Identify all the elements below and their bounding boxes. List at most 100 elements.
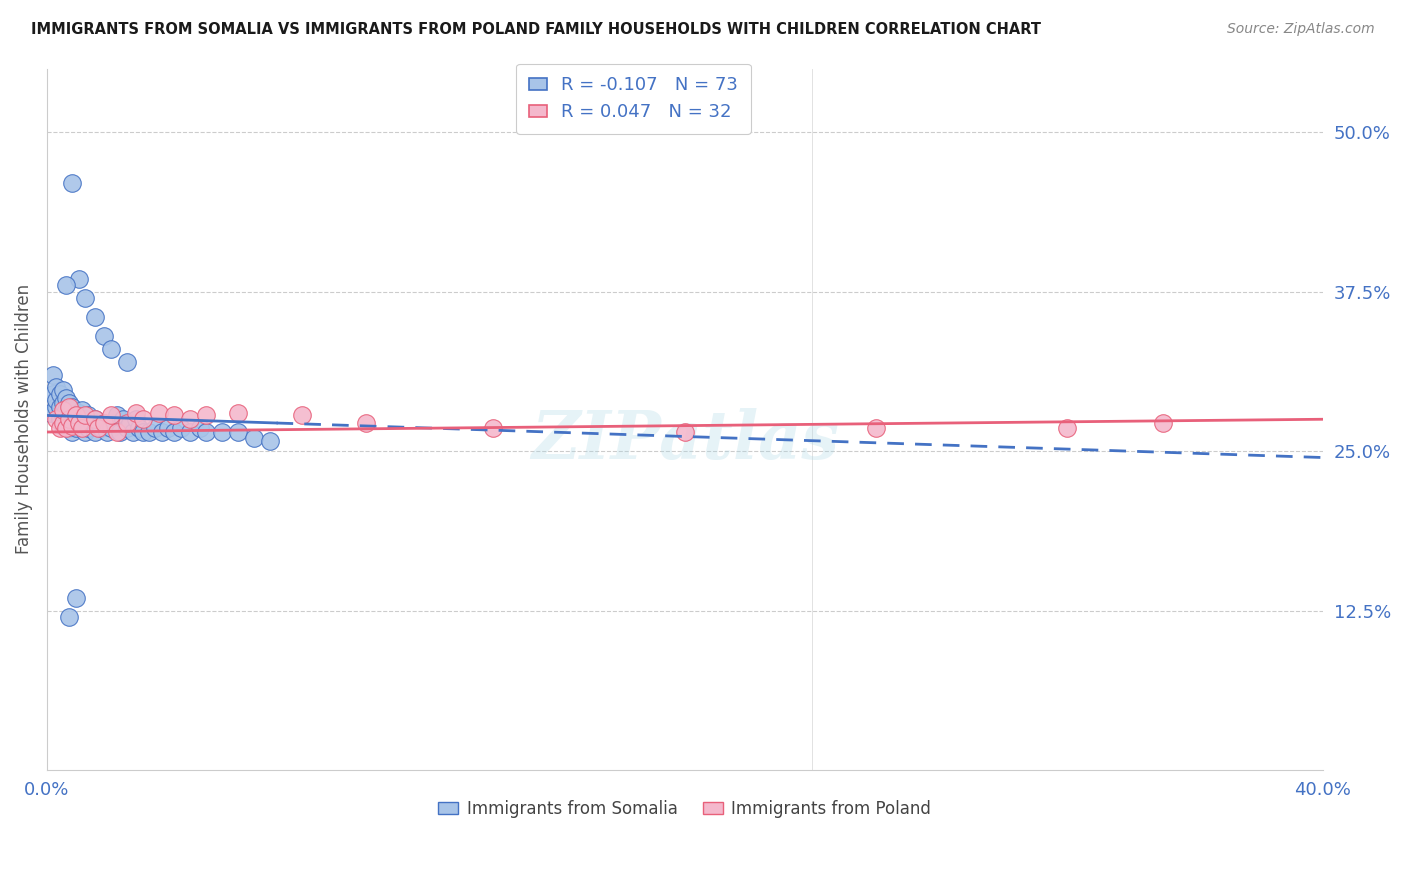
Point bbox=[83, 412, 105, 426]
Point bbox=[865, 421, 887, 435]
Point bbox=[75, 291, 97, 305]
Text: ZIPatlas: ZIPatlas bbox=[530, 408, 838, 473]
Point bbox=[93, 329, 115, 343]
Point bbox=[65, 409, 87, 423]
Point bbox=[75, 412, 97, 426]
Point bbox=[179, 425, 201, 439]
Point bbox=[673, 425, 696, 439]
Point bbox=[170, 421, 193, 435]
Point bbox=[58, 395, 80, 409]
Point bbox=[67, 272, 90, 286]
Point bbox=[45, 380, 67, 394]
Point bbox=[55, 391, 77, 405]
Point bbox=[48, 386, 70, 401]
Point bbox=[67, 416, 90, 430]
Point bbox=[226, 425, 249, 439]
Y-axis label: Family Households with Children: Family Households with Children bbox=[15, 285, 32, 554]
Point bbox=[52, 395, 75, 409]
Text: Source: ZipAtlas.com: Source: ZipAtlas.com bbox=[1227, 22, 1375, 37]
Point bbox=[77, 421, 100, 435]
Point bbox=[55, 416, 77, 430]
Point bbox=[195, 425, 218, 439]
Point bbox=[110, 425, 132, 439]
Point bbox=[188, 421, 211, 435]
Point bbox=[105, 409, 128, 423]
Point bbox=[105, 425, 128, 439]
Point bbox=[42, 386, 65, 401]
Point bbox=[118, 416, 141, 430]
Point bbox=[70, 421, 93, 435]
Point bbox=[138, 425, 160, 439]
Point bbox=[125, 412, 148, 426]
Point bbox=[75, 425, 97, 439]
Point bbox=[163, 425, 186, 439]
Point bbox=[354, 416, 377, 430]
Point bbox=[100, 409, 122, 423]
Point bbox=[55, 421, 77, 435]
Point bbox=[115, 355, 138, 369]
Point bbox=[52, 418, 75, 433]
Point bbox=[195, 409, 218, 423]
Point bbox=[48, 421, 70, 435]
Point bbox=[93, 416, 115, 430]
Point bbox=[52, 409, 75, 423]
Point bbox=[122, 425, 145, 439]
Point bbox=[100, 342, 122, 356]
Point bbox=[157, 421, 180, 435]
Point bbox=[150, 425, 173, 439]
Point bbox=[143, 421, 166, 435]
Point bbox=[65, 591, 87, 605]
Point bbox=[115, 416, 138, 430]
Point bbox=[52, 383, 75, 397]
Point bbox=[1056, 421, 1078, 435]
Point bbox=[60, 418, 83, 433]
Point bbox=[60, 400, 83, 414]
Point bbox=[65, 409, 87, 423]
Point bbox=[243, 431, 266, 445]
Point bbox=[58, 421, 80, 435]
Point bbox=[48, 412, 70, 426]
Point bbox=[60, 177, 83, 191]
Point bbox=[83, 425, 105, 439]
Legend: Immigrants from Somalia, Immigrants from Poland: Immigrants from Somalia, Immigrants from… bbox=[432, 794, 938, 825]
Point bbox=[103, 416, 125, 430]
Point bbox=[112, 412, 135, 426]
Point bbox=[65, 421, 87, 435]
Point bbox=[83, 310, 105, 325]
Point bbox=[55, 403, 77, 417]
Point bbox=[45, 400, 67, 414]
Point bbox=[45, 393, 67, 408]
Point bbox=[179, 412, 201, 426]
Point bbox=[52, 403, 75, 417]
Point bbox=[226, 406, 249, 420]
Point bbox=[211, 425, 233, 439]
Point bbox=[58, 610, 80, 624]
Point bbox=[96, 425, 118, 439]
Point bbox=[83, 412, 105, 426]
Point bbox=[67, 418, 90, 433]
Point bbox=[128, 421, 150, 435]
Point bbox=[115, 421, 138, 435]
Point bbox=[259, 434, 281, 448]
Point bbox=[131, 412, 153, 426]
Point bbox=[90, 421, 112, 435]
Point bbox=[45, 412, 67, 426]
Point bbox=[291, 409, 314, 423]
Text: IMMIGRANTS FROM SOMALIA VS IMMIGRANTS FROM POLAND FAMILY HOUSEHOLDS WITH CHILDRE: IMMIGRANTS FROM SOMALIA VS IMMIGRANTS FR… bbox=[31, 22, 1040, 37]
Point bbox=[131, 425, 153, 439]
Point bbox=[93, 416, 115, 430]
Point bbox=[60, 425, 83, 439]
Point bbox=[482, 421, 505, 435]
Point bbox=[58, 400, 80, 414]
Point bbox=[70, 403, 93, 417]
Point bbox=[70, 416, 93, 430]
Point bbox=[80, 416, 103, 430]
Point bbox=[163, 409, 186, 423]
Point bbox=[77, 409, 100, 423]
Point bbox=[100, 421, 122, 435]
Point bbox=[48, 400, 70, 414]
Point bbox=[87, 421, 110, 435]
Point bbox=[58, 409, 80, 423]
Point bbox=[148, 406, 170, 420]
Point bbox=[1152, 416, 1174, 430]
